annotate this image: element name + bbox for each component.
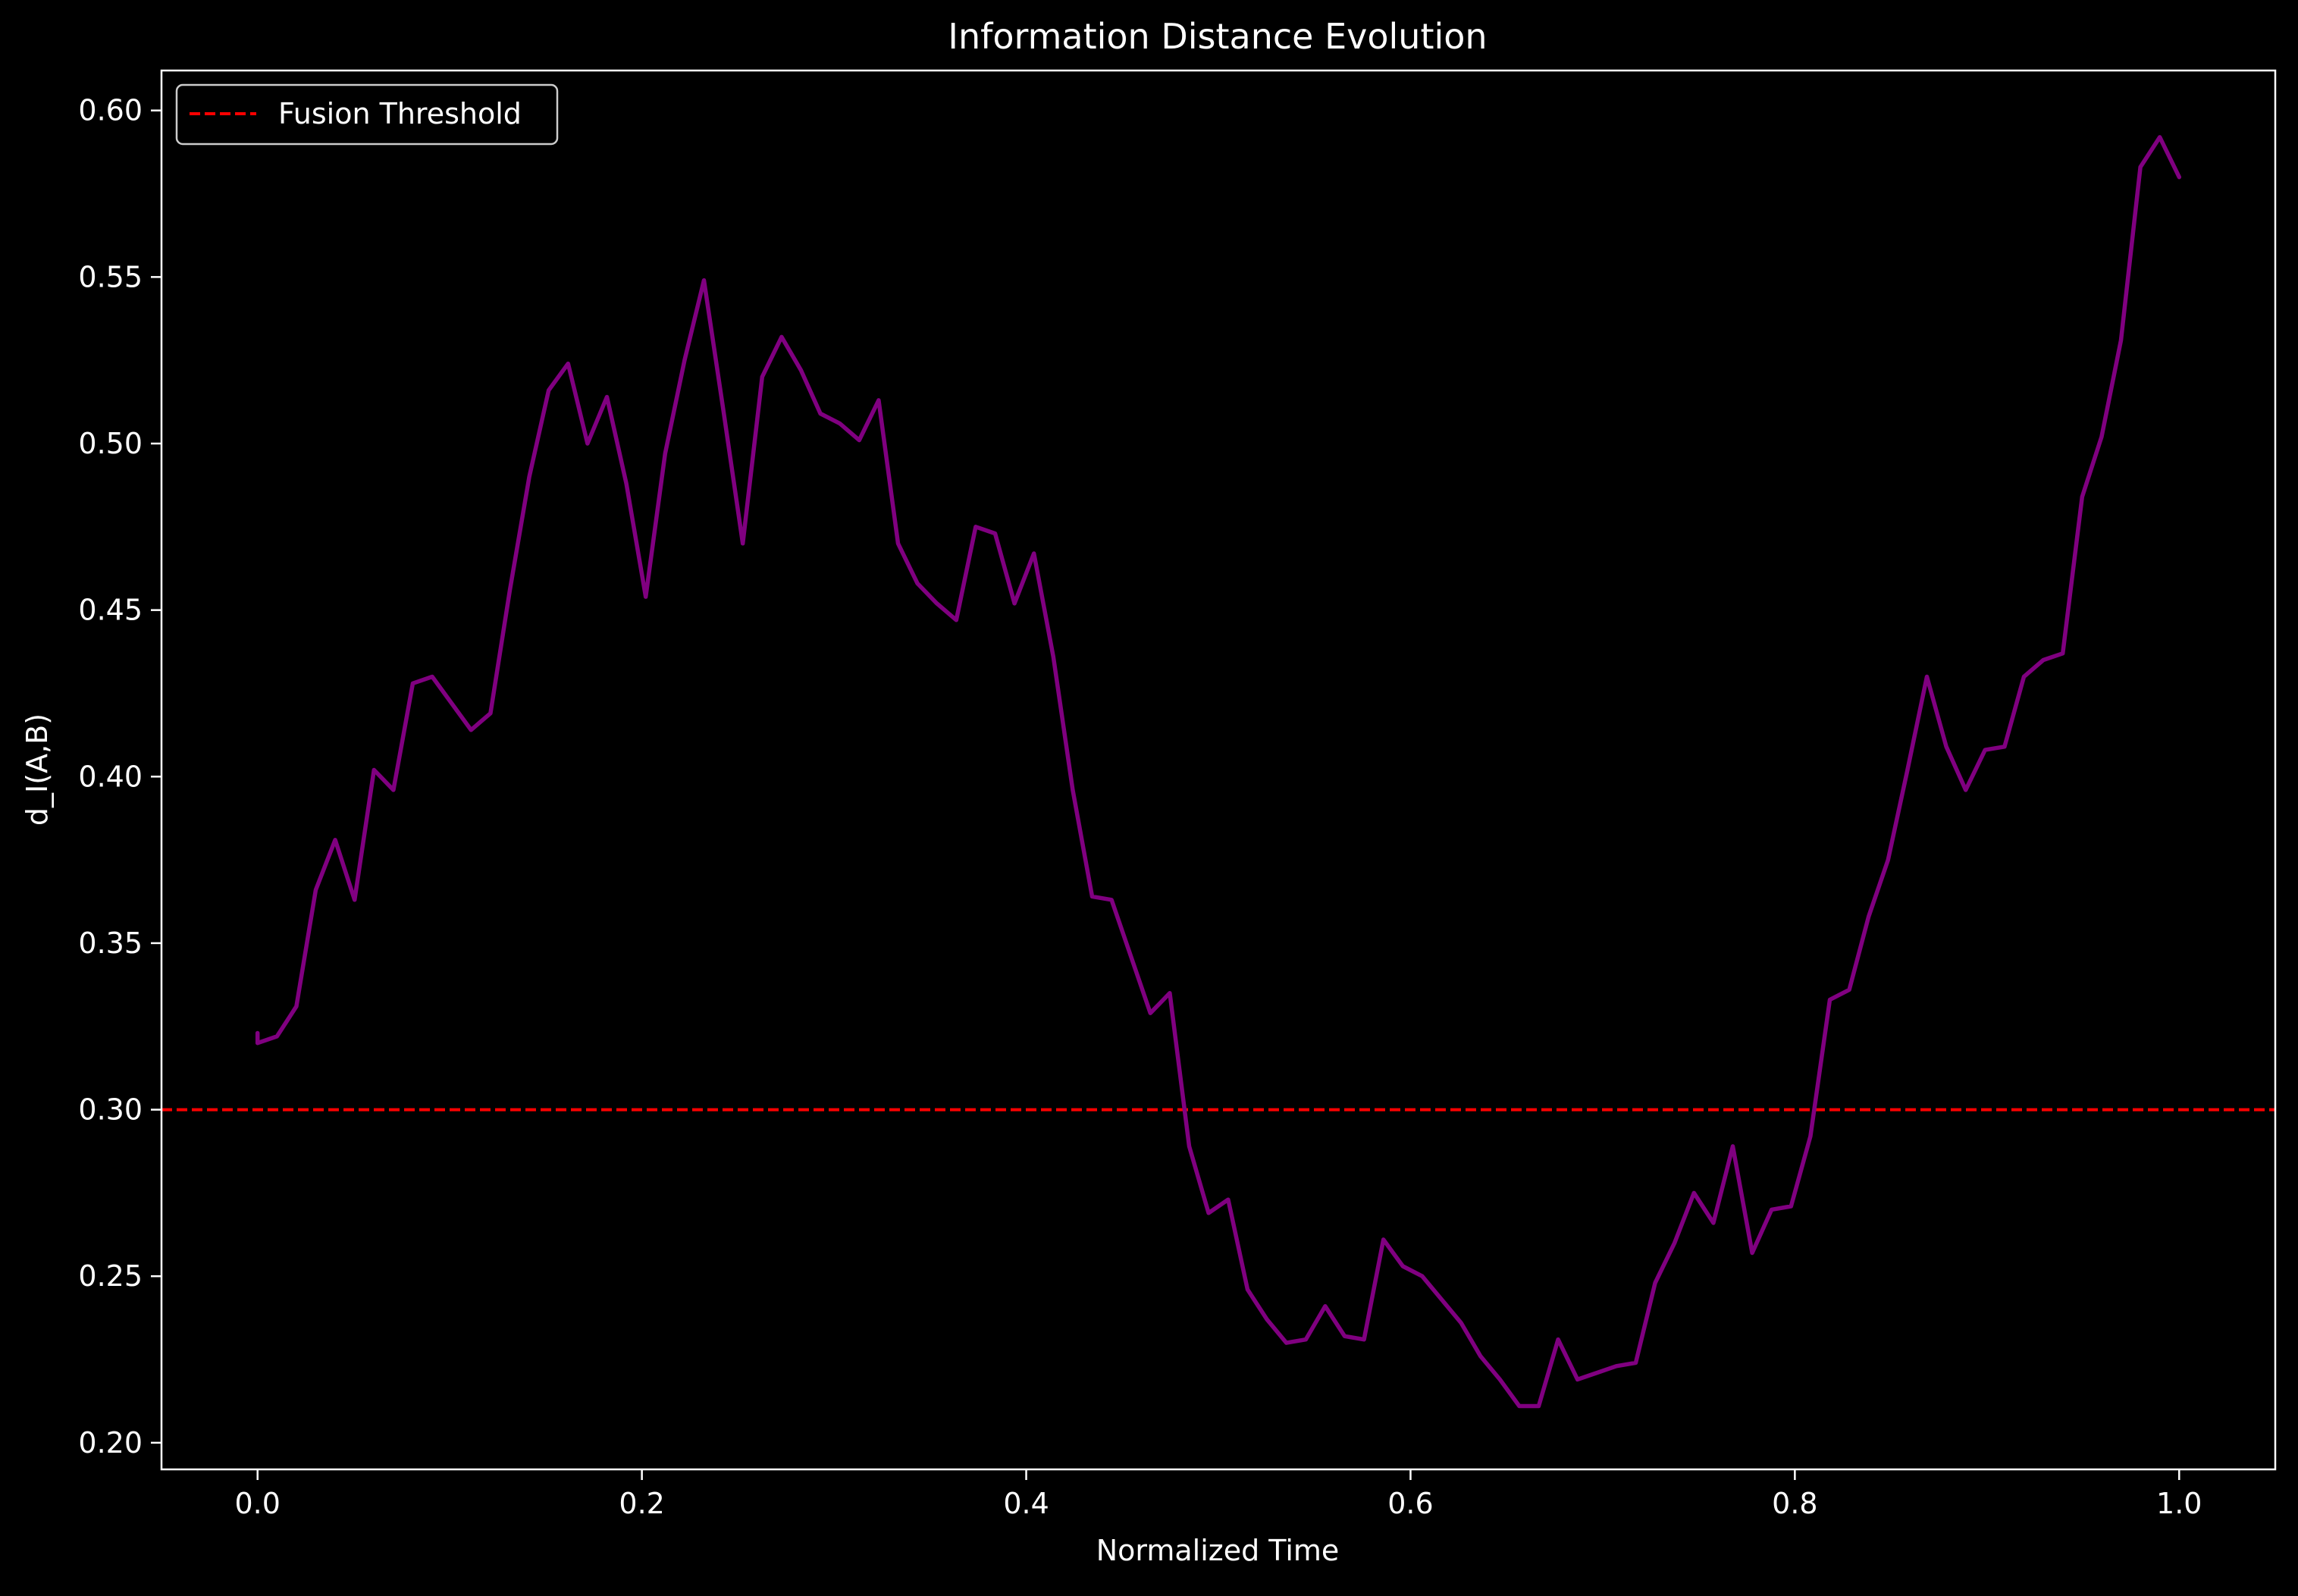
y-axis: 0.20 0.25 0.30 0.35 0.40 0.45 0.50 0.55 0.60 xyxy=(78,94,161,1460)
chart-title: Information Distance Evolution xyxy=(948,16,1487,57)
y-tick-label: 0.55 xyxy=(78,260,143,293)
y-tick-label: 0.45 xyxy=(78,594,143,627)
y-tick-label: 0.25 xyxy=(78,1259,143,1293)
y-tick-label: 0.30 xyxy=(78,1093,143,1127)
x-tick-label: 0.0 xyxy=(235,1487,281,1520)
series-line-0 xyxy=(255,135,2182,1409)
legend: Fusion Threshold xyxy=(175,83,559,146)
x-tick-label: 0.4 xyxy=(1003,1487,1049,1520)
plot-area xyxy=(161,135,2275,1409)
y-tick-label: 0.60 xyxy=(78,94,143,127)
plot-frame xyxy=(160,69,2277,1471)
x-tick-label: 1.0 xyxy=(2156,1487,2202,1520)
x-tick-label: 0.6 xyxy=(1387,1487,1433,1520)
y-tick-label: 0.40 xyxy=(78,760,143,793)
y-axis-label: d_I(A,B) xyxy=(20,713,54,826)
legend-label-threshold: Fusion Threshold xyxy=(278,97,522,130)
y-tick-label: 0.50 xyxy=(78,427,143,460)
x-axis-label: Normalized Time xyxy=(1096,1534,1340,1567)
legend-box xyxy=(175,83,559,146)
y-tick-label: 0.20 xyxy=(78,1426,143,1460)
x-tick-label: 0.2 xyxy=(619,1487,664,1520)
y-tick-label: 0.35 xyxy=(78,927,143,960)
x-tick-label: 0.8 xyxy=(1772,1487,1817,1520)
x-axis: 0.0 0.2 0.4 0.6 0.8 1.0 xyxy=(235,1469,2202,1520)
